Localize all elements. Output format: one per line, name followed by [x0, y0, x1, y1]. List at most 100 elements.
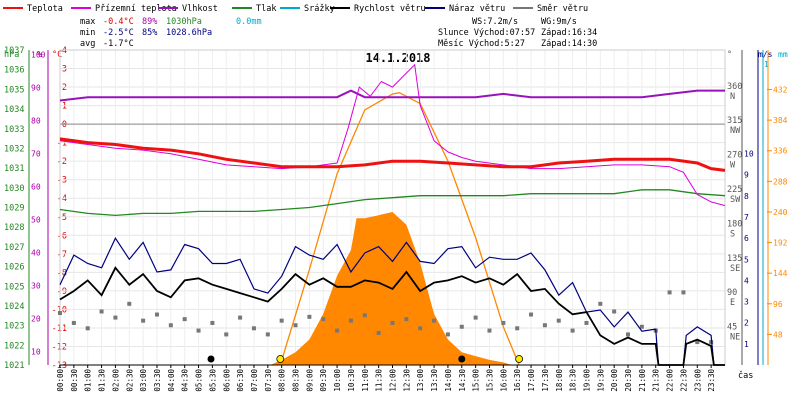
- axis-ms-title: m/s: [758, 50, 773, 59]
- x-tick-label: 15:00: [472, 369, 481, 392]
- x-tick-label: 15:30: [485, 369, 494, 392]
- point-smer: [224, 332, 229, 337]
- axis-temp-tick: 4: [62, 46, 67, 56]
- x-tick-label: 11:00: [361, 369, 370, 392]
- point-smer: [127, 301, 132, 306]
- chart-title: 14.1.2018: [365, 51, 430, 65]
- axis-hpa-tick: 1029: [4, 204, 24, 214]
- axis-pct-tick: 70: [31, 149, 41, 158]
- point-smer: [432, 318, 437, 323]
- axis-deg-tick: 45: [727, 323, 737, 333]
- axis-hpa-tick: 1033: [4, 125, 24, 135]
- axis-temp-tick: -5: [57, 213, 67, 223]
- point-smer: [293, 323, 298, 328]
- series-prizemni: [59, 63, 726, 207]
- x-tick-label: 16:30: [513, 369, 522, 392]
- stat-max-hum: 89%: [142, 17, 157, 27]
- point-smer: [459, 324, 464, 329]
- x-tick-label: 18:00: [555, 369, 564, 392]
- axis-wm2-tick: 48: [773, 330, 783, 339]
- axis-temp-tick: 1: [62, 102, 67, 112]
- x-tick-label: 12:30: [402, 369, 411, 392]
- point-smer: [335, 328, 340, 333]
- point-smer: [598, 301, 603, 306]
- series-tlak: [59, 189, 726, 217]
- stat-moon-set: Západ:14:30: [541, 39, 597, 49]
- axis-pct-tick: 40: [31, 248, 41, 257]
- x-tick-label: 17:30: [541, 369, 550, 392]
- moon-marker: [458, 355, 466, 363]
- axis-wm2-tick: 144: [773, 269, 788, 278]
- axis-pct-tick: 30: [31, 281, 41, 290]
- point-smer: [362, 313, 367, 318]
- point-smer: [515, 326, 520, 331]
- axis-temp-tick: -6: [57, 231, 67, 241]
- axis-ms-tick: 9: [744, 171, 749, 180]
- x-tick-label: 02:00: [111, 369, 120, 392]
- x-tick-label: 10:00: [333, 369, 342, 392]
- point-smer: [570, 328, 575, 333]
- axis-temp-tick: 0: [62, 120, 67, 130]
- stat-rain: 0.0mm: [236, 17, 262, 27]
- axis-deg-tick: 90: [727, 288, 737, 298]
- x-tick-label: 04:00: [167, 369, 176, 392]
- x-tick-label: 01:00: [84, 369, 93, 392]
- stat-avg-temp: -1.7°C: [103, 39, 134, 49]
- axis-hpa-tick: 1035: [4, 85, 24, 95]
- x-tick-label: 00:00: [56, 369, 65, 392]
- x-tick-label: 09:00: [305, 369, 314, 392]
- axis-wm2-tick: 240: [773, 208, 788, 217]
- series-rychlost: [59, 266, 725, 366]
- axis-deg-tick: 270: [727, 151, 742, 161]
- axis-hpa-tick: 1022: [4, 341, 24, 351]
- point-smer: [182, 317, 187, 322]
- point-smer: [501, 320, 506, 325]
- legend-label-teplota: Teplota: [27, 4, 63, 14]
- stat-min-hum: 85%: [142, 28, 157, 38]
- axis-ms-tick: 5: [744, 255, 749, 264]
- axis-pct-tick: 100: [31, 50, 46, 59]
- stat-max-label: max: [80, 17, 95, 27]
- axis-temp-tick: -2: [57, 157, 67, 167]
- axis-wm2-tick: 96: [773, 300, 783, 309]
- point-smer: [265, 332, 270, 337]
- axis-deg-tick: 180: [727, 219, 742, 229]
- legend-label-srazky: Srážky: [304, 4, 335, 14]
- axis-wm2-tick: 192: [773, 239, 788, 248]
- stat-avg-label: avg: [80, 39, 95, 49]
- x-axis: 00:00 00:30 01:00 01:30 02:00 02:30 03:00 03:30…: [56, 364, 725, 392]
- axis-pct-tick: 20: [31, 314, 41, 323]
- axis-ms-tick: 2: [744, 319, 749, 328]
- point-smer: [639, 324, 644, 329]
- axis-wm2-tick: 336: [773, 147, 788, 156]
- x-tick-label: 09:30: [319, 369, 328, 392]
- legend-label-naraz: Náraz větru: [449, 4, 505, 14]
- axis-pct-tick: 90: [31, 83, 41, 92]
- x-tick-label: 03:30: [153, 369, 162, 392]
- x-tick-label: 19:00: [582, 369, 591, 392]
- axis-temp-tick: -8: [57, 268, 67, 278]
- axis-ms-tick: 3: [744, 298, 749, 307]
- point-smer: [487, 328, 492, 333]
- axis-hpa-tick: 1027: [4, 243, 24, 253]
- point-smer: [321, 317, 326, 322]
- sunrise-marker: [515, 355, 524, 363]
- point-smer: [348, 318, 353, 323]
- x-tick-label: 21:00: [638, 369, 647, 392]
- axis-pct-tick: 10: [31, 347, 41, 356]
- axis-hpa-tick: 1024: [4, 302, 24, 312]
- axis-hpa-tick: 1021: [4, 361, 24, 371]
- axis-deg-title: °: [727, 50, 732, 60]
- x-tick-label: 23:00: [693, 369, 702, 392]
- axis-deg-dir: W: [730, 161, 736, 171]
- axis-temp-tick: -9: [57, 287, 67, 297]
- x-axis-label: čas: [738, 370, 753, 381]
- point-smer: [196, 328, 201, 333]
- x-tick-label: 00:30: [70, 369, 79, 392]
- axis-hpa-tick: 1032: [4, 144, 24, 154]
- point-smer: [307, 314, 312, 319]
- point-smer: [85, 326, 90, 331]
- x-tick-label: 13:00: [416, 369, 425, 392]
- point-smer: [667, 290, 672, 295]
